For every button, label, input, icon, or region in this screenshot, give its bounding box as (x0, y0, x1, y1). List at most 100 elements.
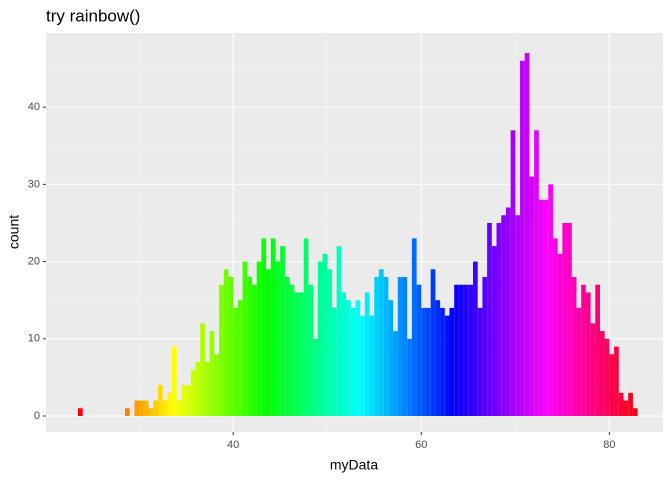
bar (552, 238, 558, 417)
bar (543, 199, 549, 417)
bar (369, 315, 375, 417)
bar (331, 307, 337, 417)
bar (581, 284, 586, 417)
bar (266, 269, 271, 417)
bar (289, 284, 295, 417)
bar (435, 300, 441, 417)
bar (247, 277, 252, 417)
bar (195, 361, 201, 417)
bar (520, 60, 525, 417)
bar (421, 307, 426, 417)
bar (407, 338, 412, 417)
bar (374, 277, 379, 417)
bar (595, 284, 600, 417)
bar (501, 215, 506, 417)
bar (360, 315, 365, 417)
bar (378, 269, 384, 417)
bar (364, 292, 370, 417)
bar (256, 261, 262, 417)
bar (440, 307, 445, 417)
y-tick-label: 30 (28, 178, 40, 190)
bar (510, 130, 516, 417)
bar (209, 331, 215, 417)
bar (153, 400, 158, 417)
bar (214, 354, 220, 417)
y-tick-label: 10 (28, 333, 40, 345)
bar (557, 253, 563, 417)
bar (473, 261, 478, 417)
bar (157, 385, 163, 417)
bar (393, 331, 398, 417)
bar (425, 307, 431, 417)
bar (233, 307, 238, 417)
bar (242, 261, 248, 417)
bar (341, 292, 347, 417)
bar (449, 307, 455, 417)
x-axis-label: myData (330, 457, 378, 473)
bar (162, 400, 168, 417)
bar (139, 400, 144, 417)
bar (284, 277, 290, 417)
bar (172, 346, 177, 417)
bar (143, 400, 149, 417)
bar (609, 354, 615, 417)
bar (299, 292, 304, 417)
bar (383, 277, 389, 417)
chart-title: try rainbow() (46, 6, 140, 25)
bar (237, 300, 243, 417)
bar (303, 238, 309, 417)
bar (261, 238, 267, 417)
bar (219, 284, 224, 417)
bar (548, 184, 553, 417)
bar (524, 53, 530, 417)
bar (628, 392, 633, 417)
bar (336, 246, 342, 417)
bar (134, 400, 140, 417)
bar (505, 207, 511, 417)
bar (200, 323, 205, 417)
bar (534, 130, 539, 417)
bar (590, 323, 596, 417)
bar (251, 284, 257, 417)
bar (454, 284, 459, 417)
bar (487, 222, 492, 417)
bar (402, 277, 408, 417)
bar (496, 222, 502, 417)
bar (228, 277, 234, 417)
bar (77, 408, 83, 417)
bar (623, 400, 629, 417)
bar (482, 277, 488, 417)
bar (515, 215, 521, 417)
x-tick-label: 60 (415, 439, 427, 451)
bar (468, 284, 474, 417)
bar (416, 284, 422, 417)
bar (477, 307, 483, 417)
y-tick-label: 40 (28, 101, 40, 113)
bar (599, 331, 605, 417)
bar (397, 277, 403, 417)
bar (275, 261, 281, 417)
bar (294, 292, 300, 417)
bar (313, 338, 318, 417)
bar (346, 300, 351, 417)
bar (327, 269, 332, 417)
bar (317, 261, 323, 417)
y-tick-label: 20 (28, 255, 40, 267)
y-tick-label: 0 (34, 410, 40, 422)
bar (567, 222, 572, 417)
bar (186, 385, 191, 417)
x-tick-label: 40 (227, 439, 239, 451)
bar (322, 253, 328, 417)
bar (167, 392, 173, 417)
x-tick-label: 80 (603, 439, 615, 451)
bar (270, 238, 276, 417)
bar (458, 284, 464, 417)
bar (308, 284, 314, 417)
bar (148, 408, 154, 417)
bar (181, 385, 187, 417)
bar (388, 300, 394, 417)
bar (355, 300, 361, 417)
bar (618, 392, 624, 417)
bar (585, 292, 591, 417)
